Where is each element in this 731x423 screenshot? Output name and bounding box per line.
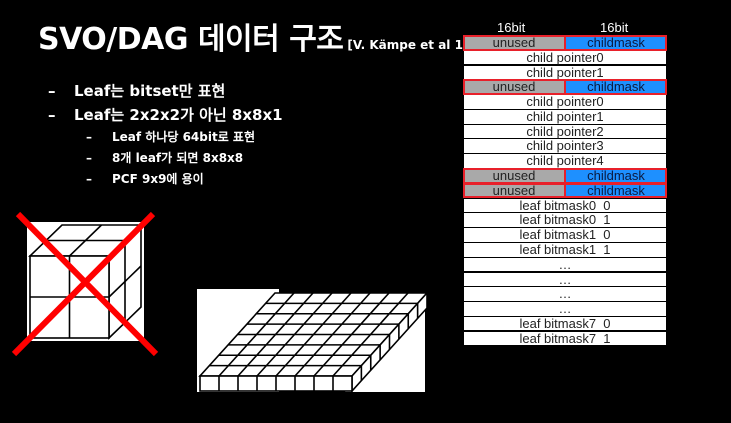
bullet-text: Leaf는 bitset만 표현 — [74, 82, 226, 100]
table-row: unused childmask — [463, 182, 667, 199]
slide-title: SVO/DAG 데이터 구조 [V. Kämpe et al 13] — [38, 14, 477, 58]
row-cell: … — [464, 272, 666, 287]
grid-line — [313, 292, 390, 377]
row-cell: leaf bitmask0 0 — [464, 198, 666, 213]
row-cell: … — [464, 287, 666, 301]
table-row: leaf bitmask0 1 — [464, 213, 666, 227]
header-right-16bit: 16bit — [600, 20, 629, 35]
bullet-list: – Leaf는 bitset만 표현 – Leaf는 2x2x2가 아닌 8x8x1–… — [48, 80, 283, 191]
row-cell: child pointer0 — [464, 95, 666, 109]
table-row: leaf bitmask1 1 — [464, 243, 666, 257]
table-row: child pointer1 — [464, 110, 666, 124]
row-cell: child pointer3 — [464, 139, 666, 154]
bullet-text: 8개 leaf가 되면 8x8x8 — [112, 151, 244, 165]
row-cell: leaf bitmask1 0 — [464, 228, 666, 242]
bullet-dash: – — [86, 130, 92, 144]
memory-layout-table: unused childmask child pointer0 child point… — [463, 35, 667, 346]
bullet-dash: – — [48, 106, 56, 124]
childmask-cell: childmask — [566, 80, 666, 94]
table-row: leaf bitmask7 1 — [464, 332, 666, 346]
unused-cell: unused — [464, 36, 566, 50]
unused-cell: unused — [464, 169, 566, 183]
bullet-text: PCF 9x9에 용이 — [112, 172, 204, 186]
bullet-text: Leaf는 2x2x2가 아닌 8x8x1 — [74, 106, 283, 124]
table-row: leaf bitmask7 0 — [464, 317, 666, 331]
bullet-item: – Leaf 하나당 64bit로 표현 — [86, 128, 283, 149]
citation: [V. Kämpe et al 13] — [347, 38, 477, 52]
table-row: unused childmask — [463, 168, 667, 184]
table-row: … — [464, 287, 666, 301]
row-cell: leaf bitmask7 0 — [464, 317, 666, 331]
row-cell: child pointer0 — [464, 51, 666, 65]
row-cell: child pointer1 — [464, 110, 666, 124]
unused-cell: unused — [464, 184, 566, 198]
grid-line — [294, 292, 371, 377]
table-row: leaf bitmask0 0 — [464, 198, 666, 213]
childmask-cell: childmask — [566, 184, 666, 198]
bullet-item: – 8개 leaf가 되면 8x8x8 — [86, 149, 283, 170]
table-row: unused childmask — [463, 79, 667, 95]
childmask-cell: childmask — [566, 36, 666, 50]
bullet-item: – Leaf는 bitset만 표현 — [48, 80, 283, 104]
bullet-dash: – — [48, 82, 56, 100]
red-cross-icon — [11, 211, 159, 357]
row-cell: child pointer2 — [464, 125, 666, 139]
table-row: … — [464, 258, 666, 272]
row-cell: leaf bitmask1 1 — [464, 243, 666, 257]
row-cell: child pointer1 — [464, 65, 666, 80]
bullet-dash: – — [86, 172, 92, 186]
table-row: … — [464, 302, 666, 316]
row-cell: … — [464, 258, 666, 272]
table-row: child pointer2 — [464, 125, 666, 139]
bullet-item: – PCF 9x9에 용이 — [86, 170, 283, 191]
header-left-16bit: 16bit — [497, 20, 526, 35]
slab-8x8x1-figure — [197, 289, 429, 394]
table-row: child pointer1 — [464, 65, 666, 80]
table-row: unused childmask — [463, 35, 667, 51]
unused-cell: unused — [464, 80, 566, 94]
bullet-text: Leaf 하나당 64bit로 표현 — [112, 130, 256, 144]
row-cell: leaf bitmask7 1 — [464, 332, 666, 346]
table-row: child pointer3 — [464, 139, 666, 154]
table-row: child pointer4 — [464, 154, 666, 168]
title-text: SVO/DAG 데이터 구조 — [38, 22, 344, 57]
table-row: leaf bitmask1 0 — [464, 228, 666, 242]
table-row: child pointer0 — [464, 51, 666, 65]
row-cell: leaf bitmask0 1 — [464, 213, 666, 227]
table-row: … — [464, 272, 666, 287]
grid-line — [332, 292, 409, 377]
row-cell: child pointer4 — [464, 154, 666, 168]
bullet-dash: – — [86, 151, 92, 165]
table-row: child pointer0 — [464, 95, 666, 109]
row-cell: … — [464, 302, 666, 316]
childmask-cell: childmask — [566, 169, 666, 183]
bullet-item: – Leaf는 2x2x2가 아닌 8x8x1 — [48, 104, 283, 128]
